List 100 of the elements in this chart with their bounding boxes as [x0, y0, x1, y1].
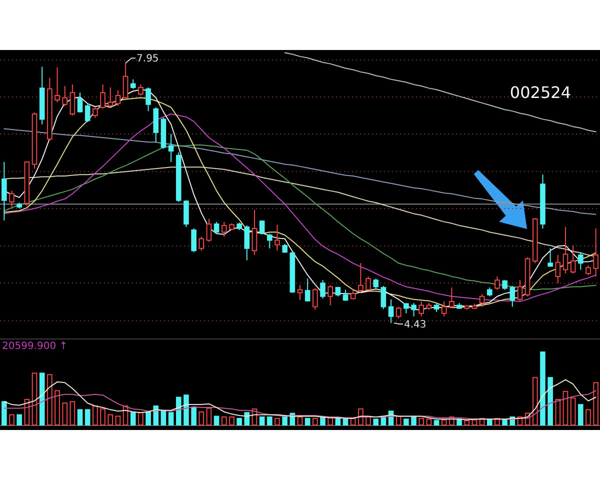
candlestick	[510, 286, 516, 308]
bar	[404, 418, 409, 426]
candlestick	[54, 67, 60, 103]
bar	[176, 396, 182, 426]
candlestick	[70, 84, 76, 116]
bar	[92, 406, 98, 426]
candlestick	[160, 117, 166, 150]
bar	[396, 416, 402, 426]
candlestick	[328, 284, 333, 306]
candlestick	[138, 84, 144, 96]
candlestick	[62, 85, 68, 106]
bar	[350, 418, 356, 426]
candlestick	[77, 92, 83, 114]
candlestick	[396, 306, 402, 320]
bar	[540, 352, 546, 426]
candlestick	[9, 190, 14, 208]
candlestick	[290, 252, 296, 294]
bar	[267, 416, 272, 426]
bar	[434, 420, 440, 426]
candlestick	[358, 262, 364, 294]
candlestick	[47, 77, 52, 142]
candlestick	[320, 280, 326, 300]
bar	[320, 416, 326, 426]
bar	[84, 409, 90, 426]
text: 002524	[510, 83, 571, 102]
bar	[426, 418, 432, 426]
candlestick	[555, 254, 561, 284]
candlestick	[184, 200, 189, 228]
bar	[441, 419, 447, 426]
bar	[236, 418, 242, 426]
bar	[39, 372, 45, 426]
bar	[562, 390, 568, 426]
candlestick	[562, 226, 568, 274]
bar	[274, 418, 280, 426]
bar	[229, 416, 234, 426]
bar	[335, 418, 341, 426]
bar	[486, 418, 492, 426]
annotation: 20599.900 ↑	[2, 341, 68, 352]
candlestick	[342, 289, 348, 302]
bar	[62, 402, 68, 426]
candlestick	[153, 106, 159, 143]
bar	[502, 418, 508, 426]
candlestick	[426, 302, 432, 310]
candlestick	[502, 280, 508, 290]
bar	[138, 412, 144, 426]
candlestick	[373, 278, 379, 289]
bar	[259, 416, 265, 426]
bar	[244, 412, 250, 426]
bar	[115, 416, 121, 426]
candlestick	[267, 233, 272, 249]
candlestick	[388, 298, 394, 324]
candlestick	[524, 256, 530, 297]
candlestick	[297, 284, 303, 301]
candlestick	[191, 228, 196, 253]
bar	[146, 411, 151, 426]
candlestick	[92, 106, 98, 118]
candlestick	[252, 210, 258, 256]
candlestick	[411, 302, 416, 317]
candlestick	[214, 221, 220, 234]
candlestick	[304, 278, 310, 302]
bar	[54, 390, 60, 426]
bar	[184, 394, 189, 426]
bar	[411, 416, 416, 426]
candlestick	[570, 244, 576, 274]
candlestick	[532, 218, 538, 264]
candlestick	[517, 280, 523, 302]
bar	[312, 418, 318, 426]
candlestick	[122, 62, 128, 100]
bar	[206, 408, 212, 426]
bar	[532, 377, 538, 426]
bar	[153, 406, 159, 426]
bar	[328, 417, 333, 426]
candlestick	[434, 303, 440, 312]
bar	[2, 401, 7, 426]
candlestick	[312, 288, 318, 310]
bar	[297, 416, 303, 426]
candlestick	[456, 302, 462, 310]
candlestick	[259, 220, 265, 235]
bar	[586, 409, 591, 426]
candlestick	[274, 224, 280, 252]
bar	[70, 401, 76, 426]
bar	[198, 411, 204, 426]
candlestick	[479, 294, 485, 308]
bar	[47, 374, 52, 426]
candlestick	[146, 86, 151, 112]
bar	[366, 416, 371, 426]
candlestick	[84, 104, 90, 123]
candlestick	[366, 276, 371, 291]
candlestick	[32, 112, 38, 170]
candlestick	[418, 301, 424, 317]
candlestick	[540, 174, 546, 229]
candlestick	[548, 248, 553, 268]
bar	[108, 414, 114, 426]
bar	[191, 406, 196, 426]
candlestick	[100, 84, 106, 110]
candlestick	[586, 264, 591, 276]
bar	[472, 419, 478, 426]
candlestick	[176, 152, 182, 202]
candlestick	[229, 222, 234, 230]
bar	[9, 414, 14, 426]
